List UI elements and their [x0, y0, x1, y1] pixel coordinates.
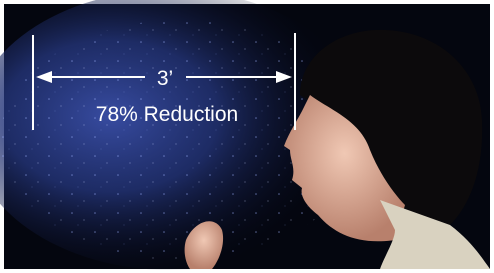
- page: 3’ 78% Reduction (() => { const data = J…: [0, 0, 494, 273]
- photo: 3’ 78% Reduction: [0, 0, 494, 273]
- reduction-label: 78% Reduction: [96, 103, 238, 126]
- distance-label: 3’: [157, 67, 173, 90]
